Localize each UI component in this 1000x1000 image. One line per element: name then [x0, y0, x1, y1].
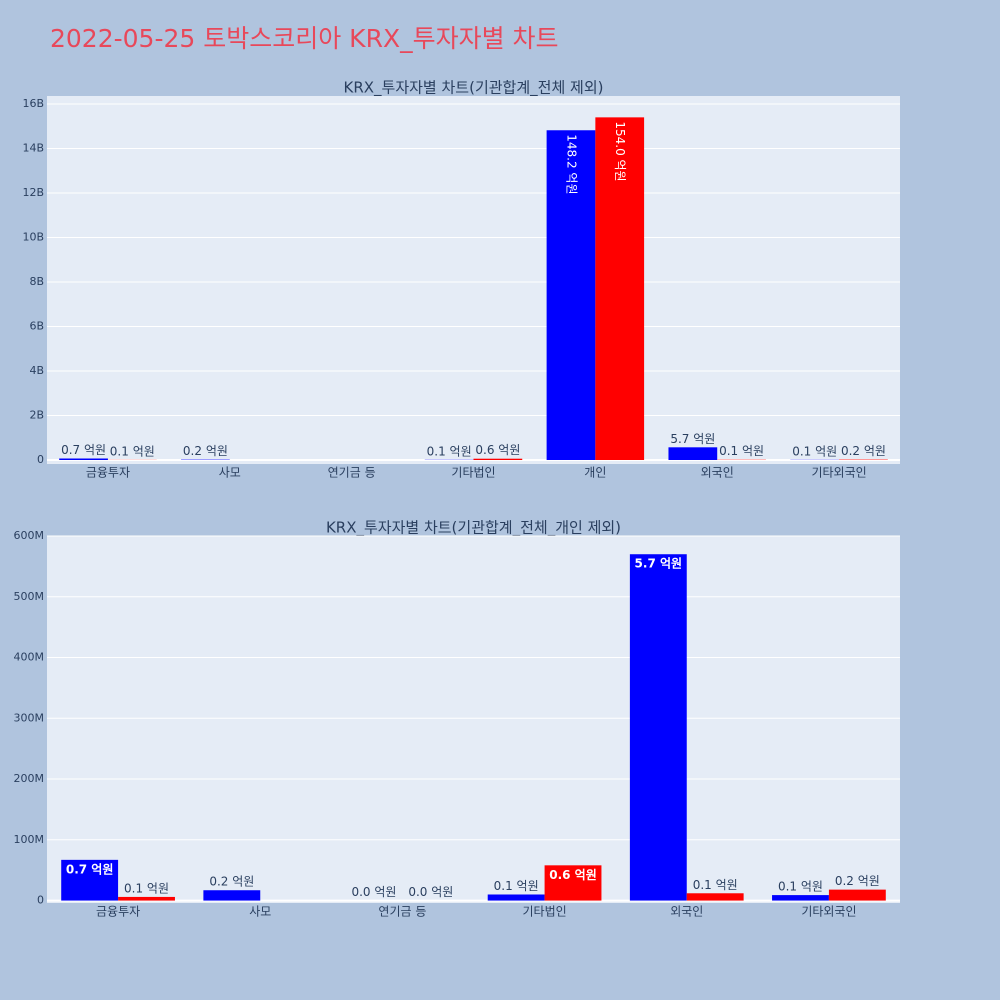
- value-label: 0.2 억원: [835, 874, 880, 888]
- x-tick-label: 기타외국인: [811, 466, 866, 480]
- bar: [772, 895, 829, 901]
- value-label: 154.0 억원: [613, 121, 627, 181]
- value-label: 0.1 억원: [494, 879, 539, 893]
- value-label: 0.1 억원: [427, 444, 472, 458]
- value-label: 0.1 억원: [719, 444, 764, 458]
- value-label: 0.7 억원: [61, 443, 106, 457]
- value-label: 0.1 억원: [792, 444, 837, 458]
- value-label: 0.2 억원: [183, 444, 228, 458]
- value-label: 0.6 억원: [475, 443, 520, 457]
- x-tick-label: 금융투자: [96, 905, 140, 919]
- bar: [546, 130, 596, 460]
- x-tick-label: 외국인: [701, 466, 734, 480]
- value-label: 0.1 억원: [110, 444, 155, 458]
- value-label: 5.7 억원: [635, 557, 683, 571]
- bar: [686, 893, 744, 901]
- y-tick-label: 16B: [22, 97, 44, 110]
- bar: [595, 117, 645, 460]
- y-tick-label: 300M: [14, 711, 45, 724]
- y-tick-label: 0: [37, 894, 44, 907]
- value-label: 0.2 억원: [209, 875, 254, 889]
- chart-title: KRX_투자자별 차트(기관합계_전체 제외): [344, 79, 604, 98]
- value-label: 0.0 억원: [351, 885, 396, 899]
- bar: [59, 458, 108, 460]
- y-tick-label: 400M: [14, 651, 45, 664]
- x-tick-label: 개인: [584, 466, 606, 480]
- x-tick-label: 기타법인: [522, 905, 566, 919]
- bar: [473, 458, 523, 460]
- x-tick-label: 사모: [249, 905, 271, 919]
- bar: [544, 865, 602, 901]
- y-tick-label: 0: [37, 453, 44, 466]
- x-tick-label: 금융투자: [86, 466, 130, 480]
- value-label: 0.0 억원: [408, 885, 453, 899]
- bar: [629, 554, 687, 901]
- y-tick-label: 6B: [29, 320, 44, 333]
- y-tick-label: 500M: [14, 590, 45, 603]
- y-tick-label: 14B: [22, 142, 44, 155]
- y-tick-label: 4B: [29, 364, 44, 377]
- value-label: 148.2 억원: [564, 134, 578, 194]
- chart-title: KRX_투자자별 차트(기관합계_전체_개인 제외): [326, 519, 621, 538]
- y-tick-label: 200M: [14, 772, 45, 785]
- bar: [118, 896, 175, 901]
- x-tick-label: 연기금 등: [378, 905, 426, 919]
- bar: [203, 890, 261, 901]
- y-tick-label: 2B: [29, 408, 44, 421]
- y-tick-label: 10B: [22, 231, 44, 244]
- value-label: 0.2 억원: [841, 444, 886, 458]
- value-label: 0.7 억원: [66, 862, 114, 876]
- y-tick-label: 600M: [14, 529, 45, 542]
- y-tick-label: 8B: [29, 275, 44, 288]
- plot-area: [47, 536, 900, 903]
- x-tick-label: 연기금 등: [328, 466, 376, 480]
- plot-area: [47, 96, 900, 464]
- page-title: 2022-05-25 토박스코리아 KRX_투자자별 차트: [50, 24, 559, 53]
- bar: [668, 447, 718, 460]
- x-tick-label: 사모: [219, 466, 241, 480]
- value-label: 0.1 억원: [693, 878, 738, 892]
- x-tick-label: 기타법인: [451, 466, 495, 480]
- bar: [828, 889, 886, 901]
- value-label: 0.1 억원: [124, 881, 169, 895]
- bar: [487, 894, 545, 901]
- value-label: 5.7 억원: [670, 432, 715, 446]
- y-tick-label: 12B: [22, 186, 44, 199]
- bar: [61, 859, 119, 901]
- value-label: 0.6 억원: [549, 868, 597, 882]
- x-tick-label: 기타외국인: [801, 905, 856, 919]
- y-tick-label: 100M: [14, 833, 45, 846]
- value-label: 0.1 억원: [778, 880, 823, 894]
- x-tick-label: 외국인: [670, 905, 703, 919]
